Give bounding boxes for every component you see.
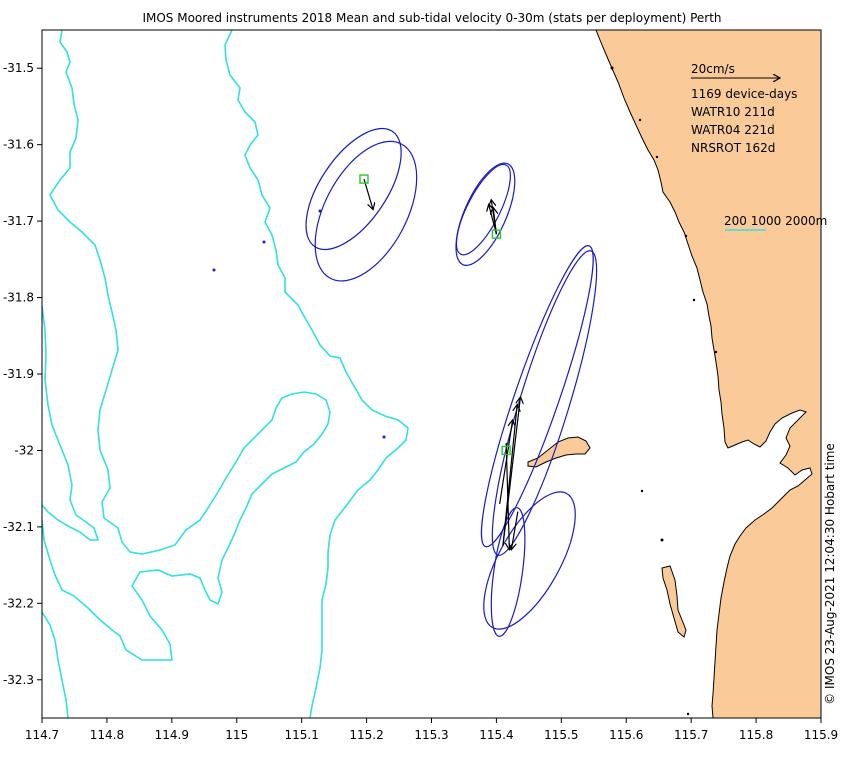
legend: 20cm/s 1169 device-days WATR10 211d WATR… bbox=[691, 62, 827, 231]
garden-island bbox=[661, 565, 687, 638]
x-tick-label: 115.7 bbox=[674, 728, 708, 742]
y-tick-label: -31.5 bbox=[3, 61, 34, 75]
variance-ellipse bbox=[314, 140, 418, 282]
x-tick-label: 115.4 bbox=[479, 728, 513, 742]
y-tick-label: -32 bbox=[14, 443, 34, 457]
y-tick-label: -32.1 bbox=[3, 520, 34, 534]
mooring-marker-watr10 bbox=[359, 174, 369, 184]
isobaths bbox=[42, 30, 409, 718]
chart-title: IMOS Moored instruments 2018 Mean and su… bbox=[142, 11, 721, 25]
y-tick-label: -31.9 bbox=[3, 367, 34, 381]
mooring-marker-nrsrot bbox=[501, 445, 511, 456]
isobath-2000m-south bbox=[42, 611, 69, 718]
variance-ellipse bbox=[490, 507, 526, 637]
isobath-2000m bbox=[42, 305, 100, 541]
y-tick-label: -32.3 bbox=[3, 673, 34, 687]
x-tick-label: 115.9 bbox=[804, 728, 838, 742]
islets bbox=[610, 66, 718, 716]
x-tick-label: 115.8 bbox=[739, 728, 773, 742]
isobath-legend-label: 200 1000 2000m bbox=[724, 214, 827, 228]
y-tick-label: -32.2 bbox=[3, 596, 34, 610]
x-tick-label: 115.2 bbox=[349, 728, 383, 742]
x-tick-label: 115.1 bbox=[284, 728, 318, 742]
x-axis: 114.7 114.8 114.9 115 115.1 115.2 115.3 115.4 11… bbox=[25, 718, 838, 742]
y-tick-label: -31.6 bbox=[3, 138, 34, 152]
variance-ellipse bbox=[455, 162, 516, 266]
land-mass bbox=[595, 30, 821, 718]
velocity-arrow bbox=[363, 178, 373, 210]
isobath-200m bbox=[224, 30, 409, 718]
variance-ellipse bbox=[480, 245, 594, 548]
y-axis: -31.5 -31.6 -31.7 -31.8 -31.9 -32 -32.1 -32.2 -3… bbox=[3, 61, 42, 687]
x-tick-label: 115.5 bbox=[544, 728, 578, 742]
variance-ellipses bbox=[305, 127, 598, 637]
y-tick-label: -31.7 bbox=[3, 214, 34, 228]
device-days-label: 1169 device-days bbox=[691, 87, 797, 101]
mooring-markers bbox=[359, 174, 511, 456]
mooring-marker-watr04 bbox=[491, 229, 502, 239]
velocity-arrow bbox=[506, 442, 509, 550]
credit-text: © IMOS 23-Aug-2021 12:04:30 Hobart time bbox=[823, 443, 837, 705]
x-tick-label: 114.9 bbox=[155, 728, 189, 742]
x-tick-label: 114.8 bbox=[90, 728, 124, 742]
deployment-label-watr10: WATR10 211d bbox=[691, 105, 775, 119]
x-tick-label: 115.3 bbox=[414, 728, 448, 742]
plot-area bbox=[42, 30, 821, 718]
x-tick-label: 115 bbox=[225, 728, 248, 742]
velocity-arrow bbox=[511, 511, 519, 550]
variance-ellipse bbox=[455, 163, 511, 256]
other-sites bbox=[212, 209, 386, 439]
isobath-1000m bbox=[42, 30, 331, 661]
deployment-label-nrsrot: NRSROT 162d bbox=[691, 141, 775, 155]
mean-velocity-arrows bbox=[363, 178, 520, 550]
rottnest-island bbox=[527, 436, 591, 468]
scale-label: 20cm/s bbox=[691, 62, 735, 76]
y-tick-label: -31.8 bbox=[3, 291, 34, 305]
x-tick-label: 114.7 bbox=[25, 728, 59, 742]
velocity-arrow bbox=[502, 405, 517, 547]
deployment-label-watr04: WATR04 221d bbox=[691, 123, 775, 137]
x-tick-label: 115.6 bbox=[609, 728, 643, 742]
